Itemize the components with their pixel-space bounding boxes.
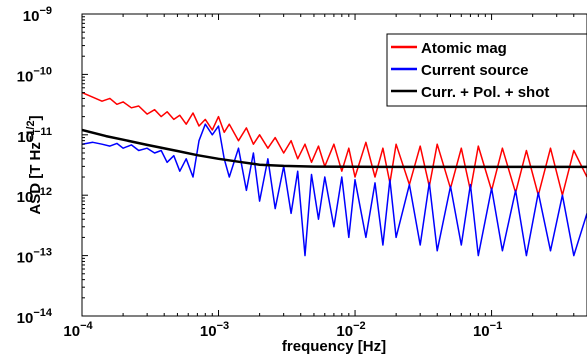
y-tick-label-3: 10−11 — [17, 126, 52, 146]
y-tick-label-exponent: −10 — [33, 65, 52, 77]
y-axis-label: ASD [T Hz−1/2] — [25, 115, 44, 214]
x-tick-label-exponent: −2 — [353, 320, 366, 332]
y-tick-label-exponent: −13 — [33, 247, 52, 259]
x-tick-label-exponent: −4 — [80, 320, 93, 332]
y-tick-label-exponent: −12 — [33, 186, 52, 198]
x-tick-label-base: 10 — [63, 323, 80, 340]
legend-box — [386, 33, 587, 107]
x-tick-label-3: 10−1 — [473, 320, 502, 340]
y-tick-label-base: 10 — [17, 129, 34, 146]
y-tick-label-exponent: −11 — [34, 126, 52, 138]
x-tick-label-0: 10−4 — [63, 320, 93, 340]
y-axis-label-main: ASD [T Hz — [27, 142, 44, 215]
y-tick-label-base: 10 — [17, 68, 34, 85]
x-tick-label-exponent: −1 — [490, 320, 503, 332]
y-axis-label-close: ] — [27, 115, 44, 120]
axes-layer: 10−4 10−3 10−2 10−110−1410−1310−1210−1110−1… — [17, 5, 587, 340]
x-tick-label-1: 10−3 — [200, 320, 229, 340]
series-line-1 — [82, 123, 587, 257]
y-tick-label-base: 10 — [17, 250, 34, 267]
x-tick-label-exponent: −3 — [217, 320, 230, 332]
y-tick-label-exponent: −9 — [39, 5, 52, 17]
series-layer — [82, 91, 587, 257]
series-line-2 — [82, 128, 587, 169]
legend-label-0: Atomic mag — [421, 40, 507, 57]
y-tick-label-5: 10−9 — [23, 5, 52, 25]
y-tick-label-2: 10−12 — [17, 186, 52, 206]
x-axis-label: frequency [Hz] — [282, 338, 386, 355]
y-tick-label-base: 10 — [17, 310, 34, 327]
axes-frame — [81, 13, 587, 317]
x-tick-label-2: 10−2 — [336, 320, 365, 340]
legend-label-2: Curr. + Pol. + shot — [421, 84, 549, 101]
x-tick-label-base: 10 — [200, 323, 217, 340]
x-tick-label-base: 10 — [336, 323, 353, 340]
y-tick-label-1: 10−13 — [17, 247, 52, 267]
x-tick-label-base: 10 — [473, 323, 490, 340]
y-tick-label-4: 10−10 — [17, 65, 52, 85]
y-tick-label-base: 10 — [17, 189, 34, 206]
y-tick-label-0: 10−14 — [17, 307, 53, 327]
legend: Atomic mag Current source Curr. + Pol. + s… — [386, 33, 587, 107]
y-tick-label-base: 10 — [23, 8, 40, 25]
legend-label-1: Current source — [421, 62, 529, 79]
y-tick-label-exponent: −14 — [33, 307, 53, 319]
y-axis-label-exponent: −1/2 — [25, 120, 37, 142]
